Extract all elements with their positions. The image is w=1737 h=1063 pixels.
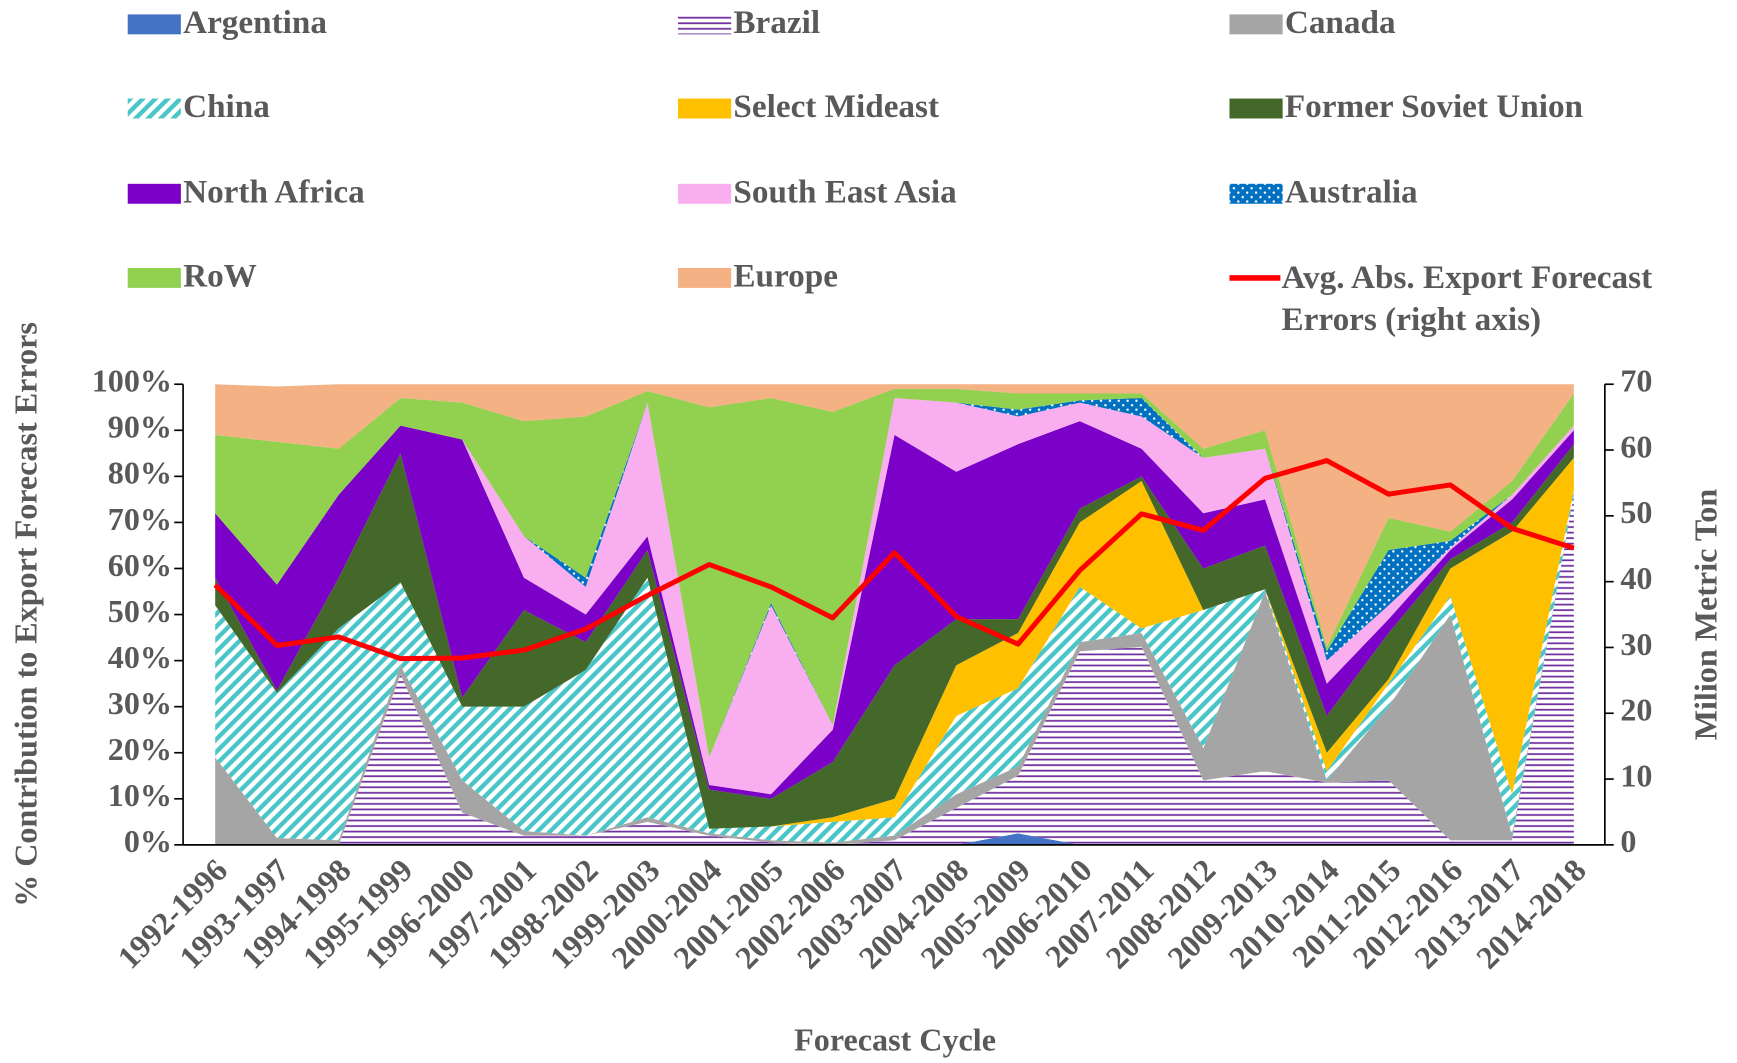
legend-label: Europe [733, 258, 838, 295]
legend-label: RoW [183, 258, 257, 295]
y-tick-label: 30% [108, 685, 172, 721]
y-tick-label: 10% [108, 777, 172, 813]
y-tick-label: 50% [108, 593, 172, 629]
y2-tick-label: 10 [1620, 757, 1652, 793]
y2-tick-label: 70 [1620, 363, 1652, 399]
legend-swatch [678, 267, 732, 288]
legend-label: Avg. Abs. Export Forecast Errors (right … [1281, 259, 1653, 338]
legend-label: Australia [1285, 174, 1418, 211]
legend-swatch [127, 14, 181, 35]
y-tick-label: 0% [124, 823, 172, 859]
y2-tick-label: 40 [1620, 560, 1652, 596]
legend-swatch [127, 183, 181, 204]
y-tick-label: 80% [108, 455, 172, 491]
y-axis-title: % Contribution to Export Forecast Errors [8, 322, 44, 907]
y-tick-label: 60% [108, 547, 172, 583]
legend-swatch [127, 267, 181, 288]
legend-label: China [183, 88, 270, 125]
legend-label: Canada [1285, 4, 1396, 41]
line [213, 458, 1575, 662]
y2-tick-label: 20 [1620, 692, 1652, 728]
legend-label-box: Avg. Abs. Export Forecast Errors (right … [1281, 259, 1653, 338]
legend-swatch [678, 14, 732, 35]
y2-tick-label: 50 [1620, 494, 1652, 530]
y-tick-label: 100% [92, 363, 172, 399]
area [215, 384, 1574, 647]
legend-label: Brazil [733, 4, 820, 41]
area [215, 398, 1574, 795]
legend-label: Former Soviet Union [1285, 88, 1583, 125]
legend-label: North Africa [183, 174, 365, 211]
y2-tick-label: 60 [1620, 428, 1652, 464]
legend-swatch [1229, 98, 1283, 119]
y-tick-label: 90% [108, 409, 172, 445]
y2-tick-label: 0 [1620, 823, 1636, 859]
legend-swatch [127, 98, 181, 119]
y-tick-label: 70% [108, 501, 172, 537]
legend-swatch [678, 183, 732, 204]
legend-label: Argentina [183, 4, 327, 41]
area [215, 388, 1574, 758]
legend-label: South East Asia [733, 174, 957, 211]
legend-label: Select Mideast [733, 88, 939, 125]
legend-swatch [1229, 183, 1283, 204]
y-tick-label: 20% [108, 731, 172, 767]
area [215, 494, 1574, 845]
x-axis-title: Forecast Cycle [794, 1021, 996, 1057]
y2-tick-label: 30 [1620, 626, 1652, 662]
legend-swatch [678, 98, 732, 119]
area [215, 444, 1574, 829]
y2-axis-title: Milion Metric Ton [1687, 489, 1723, 741]
legend-swatch [1229, 14, 1283, 35]
area [215, 421, 1574, 799]
area [215, 490, 1574, 843]
y-tick-label: 40% [108, 639, 172, 675]
